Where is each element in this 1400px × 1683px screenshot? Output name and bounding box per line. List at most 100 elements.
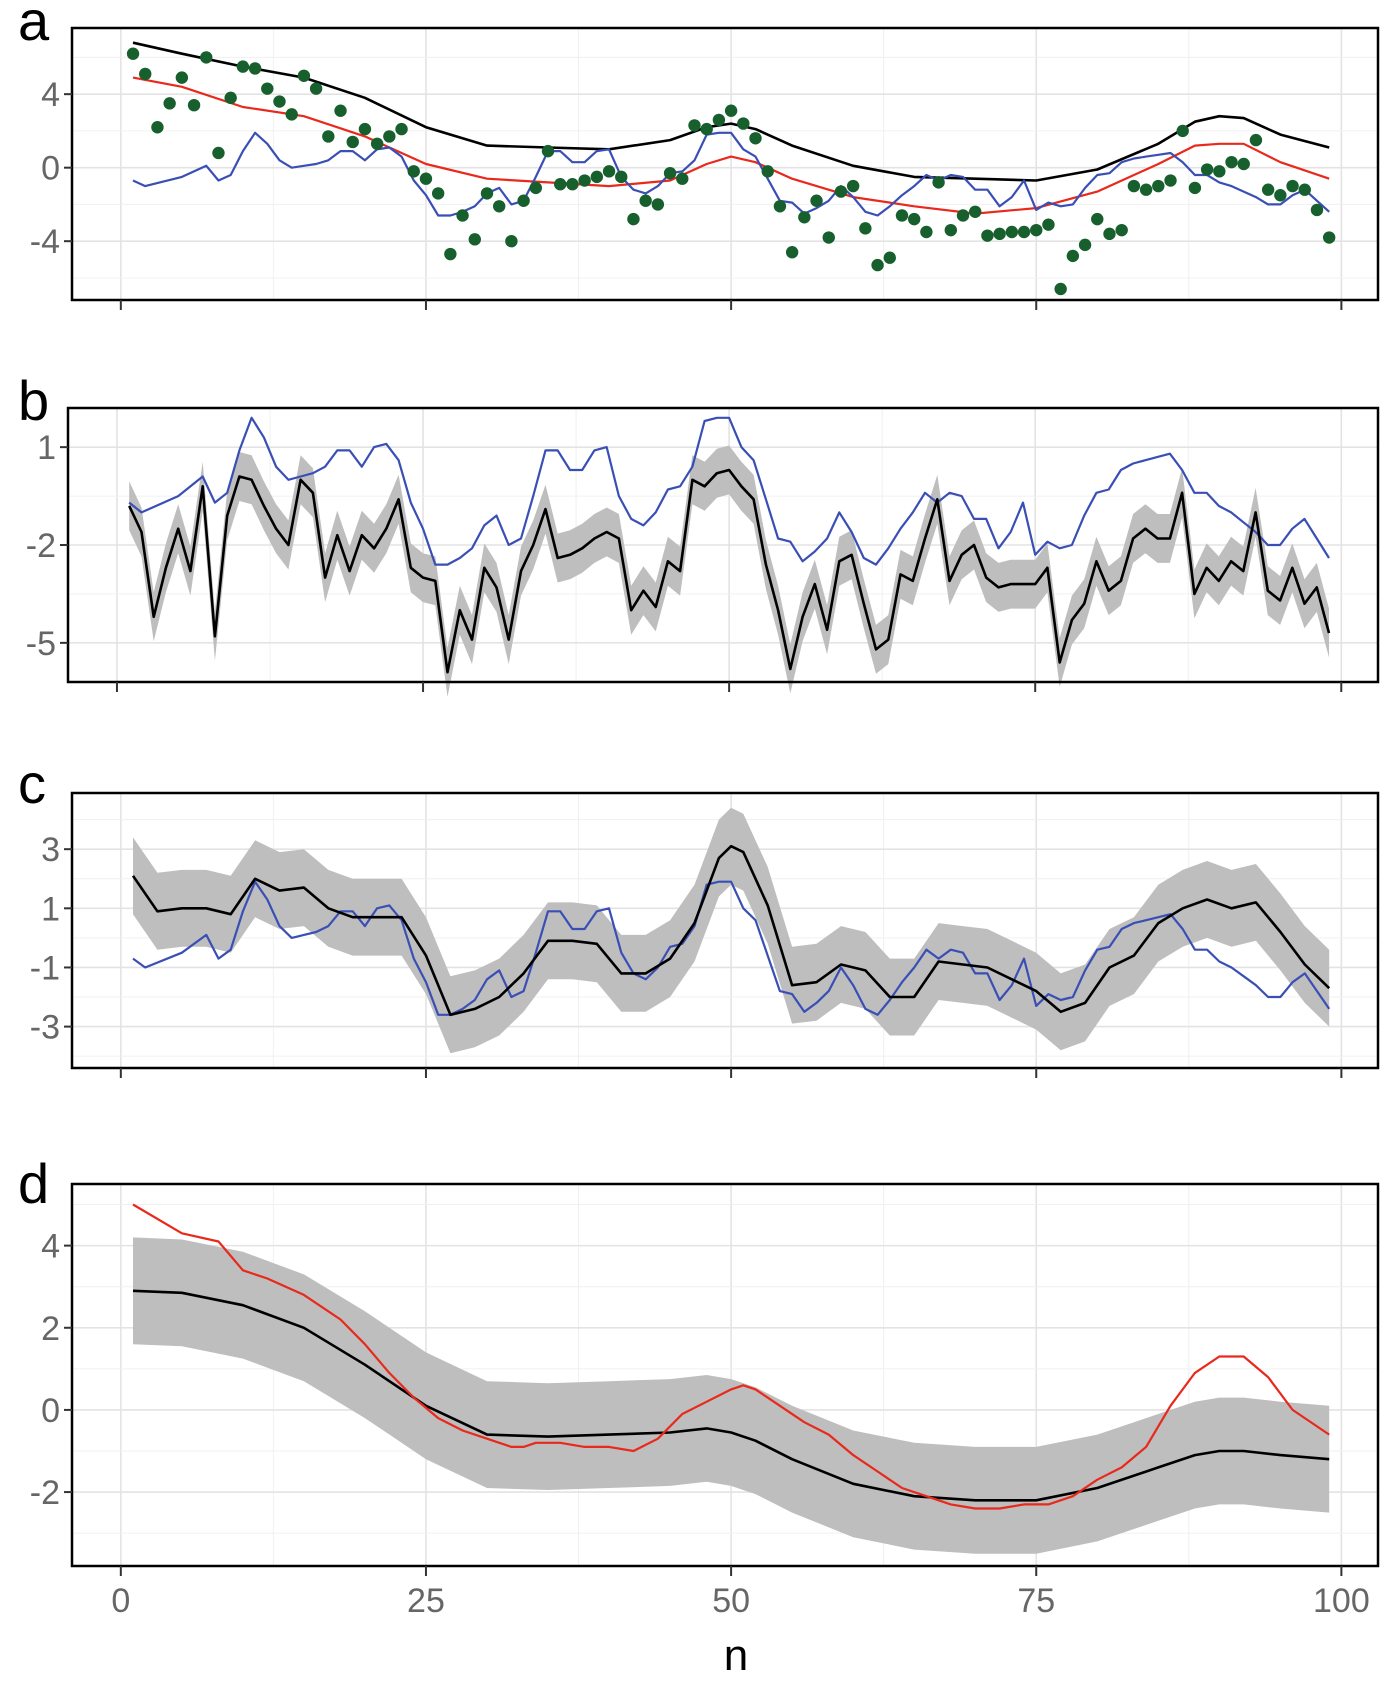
panel-a-point bbox=[236, 60, 250, 73]
panel-a-point bbox=[554, 178, 567, 191]
panel-a-series-0-line bbox=[132, 41, 1330, 182]
panel-a-point bbox=[444, 247, 457, 261]
panel-a-point bbox=[944, 223, 958, 237]
panel-a-point bbox=[1213, 165, 1226, 178]
panel-a-point bbox=[395, 122, 408, 136]
panel-a-point bbox=[822, 231, 835, 244]
panel-a-point bbox=[1249, 133, 1263, 147]
panel-a-point bbox=[737, 117, 750, 130]
panel-a-point bbox=[212, 146, 225, 160]
panel-a-point bbox=[1176, 124, 1189, 138]
panel-d-series bbox=[132, 1203, 1330, 1510]
panel-b-series bbox=[128, 416, 1331, 674]
panel-a-point bbox=[541, 144, 555, 158]
panel-a-grid bbox=[72, 28, 1378, 300]
panel-a-point bbox=[969, 205, 982, 218]
panel-a-point bbox=[248, 62, 262, 75]
panel-d-x-ticks: 0 25 50 75 100 bbox=[111, 1566, 1370, 1620]
panel-a-point bbox=[798, 211, 811, 224]
panel-b: b 1 -2 -5 bbox=[18, 369, 1380, 697]
panel-a-series-1-line bbox=[132, 76, 1330, 215]
panel-c-y-tick-label: 1 bbox=[41, 890, 60, 928]
panel-a-point bbox=[322, 130, 335, 143]
panel-b-x-ticks bbox=[115, 682, 1343, 692]
panel-a-point bbox=[407, 165, 420, 178]
panel-d: d 0 25 50 75 100 4 2 0 -2 n bbox=[18, 1152, 1380, 1680]
panel-a-point bbox=[1017, 225, 1031, 239]
panel-d-y-tick-label: 4 bbox=[41, 1228, 60, 1266]
panel-a-point bbox=[334, 104, 347, 117]
panel-a-point bbox=[139, 67, 152, 81]
panel-a-point bbox=[1188, 181, 1202, 195]
panel-a-point bbox=[566, 178, 579, 191]
panel-a-point bbox=[663, 166, 677, 180]
panel-c-series bbox=[131, 844, 1331, 1017]
panel-a-point bbox=[1005, 225, 1019, 239]
panel-a-point bbox=[431, 187, 445, 200]
panel-a-y-tick-label: 4 bbox=[41, 76, 60, 114]
panel-a-point bbox=[187, 98, 201, 112]
panel-a-point bbox=[358, 122, 372, 136]
panel-a-y-tick-label: -4 bbox=[30, 223, 60, 261]
panel-d-x-tick-label: 25 bbox=[407, 1582, 445, 1620]
panel-d-frame bbox=[70, 1182, 1380, 1568]
panel-a-point bbox=[1225, 155, 1238, 169]
panel-c-series-0-line bbox=[132, 880, 1331, 1016]
panel-a-point bbox=[1054, 282, 1067, 296]
panel-a-point bbox=[810, 194, 823, 207]
panel-a-point bbox=[1237, 157, 1250, 171]
panel-d-y-tick-label: 2 bbox=[41, 1310, 60, 1348]
panel-a-point bbox=[1091, 212, 1104, 226]
panel-a-point bbox=[1298, 183, 1311, 196]
panel-a-point bbox=[163, 97, 176, 110]
panel-c-y-tick-label: -3 bbox=[30, 1009, 60, 1047]
panel-a-point bbox=[676, 172, 689, 185]
panel-a-point bbox=[1042, 218, 1055, 231]
panel-a-point bbox=[1261, 183, 1275, 196]
panel-c-y-tick-label: 3 bbox=[41, 831, 60, 869]
panel-a-point bbox=[517, 194, 530, 207]
panel-a-point bbox=[639, 194, 652, 207]
panel-a-point bbox=[383, 130, 396, 143]
panel-a-point bbox=[285, 108, 298, 121]
panel-a-point bbox=[505, 234, 518, 248]
panel-d-y-tick-label: -2 bbox=[30, 1474, 60, 1512]
panel-letter-b: b bbox=[18, 369, 49, 432]
panel-a-point bbox=[615, 170, 628, 184]
panel-a-point bbox=[1200, 163, 1214, 176]
panel-a-point bbox=[1127, 179, 1141, 193]
panel-a-point bbox=[602, 165, 616, 178]
panel-a-point bbox=[261, 82, 274, 95]
panel-a-point bbox=[871, 258, 884, 272]
panel-a-point bbox=[688, 119, 701, 132]
panel-a-point bbox=[1310, 203, 1324, 217]
panel-a-point bbox=[456, 209, 469, 222]
panel-letter-c: c bbox=[18, 752, 46, 815]
panel-a-point bbox=[1286, 179, 1299, 193]
panel-a-x-ticks bbox=[119, 300, 1343, 310]
panel-a-point bbox=[1139, 183, 1153, 196]
panel-d-x-tick-label: 75 bbox=[1017, 1582, 1055, 1620]
panel-d-confidence-band bbox=[133, 1237, 1330, 1554]
panel-d-x-tick-label: 0 bbox=[111, 1582, 130, 1620]
panel-a-point bbox=[578, 174, 591, 187]
panel-a-point bbox=[724, 104, 738, 117]
panel-a-point bbox=[846, 179, 860, 193]
panel-letter-d: d bbox=[18, 1152, 49, 1215]
panel-a-point bbox=[700, 122, 713, 136]
panel-a-point bbox=[529, 181, 543, 195]
panel-d-x-tick-label: 50 bbox=[712, 1582, 750, 1620]
panel-a-point bbox=[1066, 249, 1080, 263]
panel-a-point bbox=[956, 209, 970, 222]
panel-a-point bbox=[761, 165, 774, 178]
panel-a-point bbox=[480, 187, 494, 200]
x-axis-title: n bbox=[724, 1631, 748, 1680]
panel-a-point bbox=[309, 82, 323, 95]
panel-a-point bbox=[773, 200, 787, 213]
panel-a-point bbox=[346, 135, 359, 149]
panel-c-y-ticks: 3 1 -1 -3 bbox=[30, 831, 72, 1047]
panel-a-point bbox=[883, 251, 896, 264]
panel-a: a 4 0 -4 bbox=[18, 0, 1380, 310]
panel-b-y-tick-label: 1 bbox=[37, 429, 56, 467]
